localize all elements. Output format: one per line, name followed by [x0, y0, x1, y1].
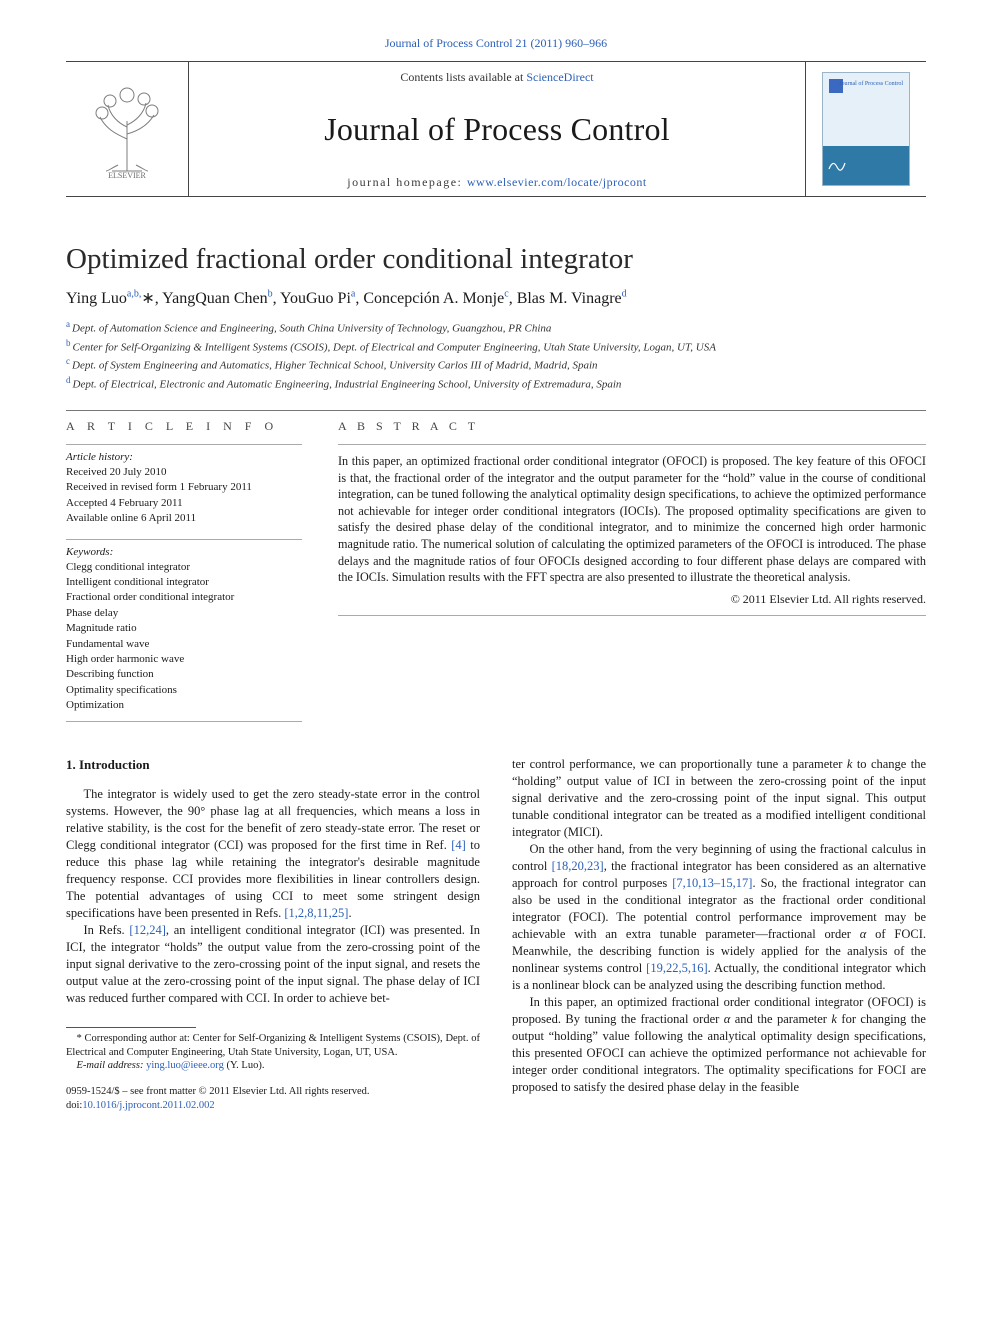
body-paragraph: On the other hand, from the very beginni… — [512, 841, 926, 994]
cover-wave-icon — [827, 155, 847, 175]
citation-link[interactable]: [7,10,13–15,17] — [672, 876, 752, 890]
keyword: Phase delay — [66, 606, 302, 621]
front-matter-line: 0959-1524/$ – see front matter © 2011 El… — [66, 1085, 480, 1099]
keyword: High order harmonic wave — [66, 652, 302, 667]
body-paragraph: In this paper, an optimized fractional o… — [512, 994, 926, 1096]
keywords-list: Clegg conditional integrator Intelligent… — [66, 560, 302, 714]
affiliation-d: dDept. of Electrical, Electronic and Aut… — [66, 374, 926, 393]
email-label: E-mail address: — [77, 1060, 147, 1071]
separator-rule — [66, 410, 926, 411]
affiliation-b: bCenter for Self-Organizing & Intelligen… — [66, 337, 926, 356]
abstract-heading: a b s t r a c t — [338, 419, 926, 434]
email-footnote: E-mail address: ying.luo@ieee.org (Y. Lu… — [66, 1059, 480, 1073]
author-1: Ying Luo — [66, 290, 127, 307]
journal-meta-center: Contents lists available at ScienceDirec… — [189, 62, 805, 196]
citation-link[interactable]: [1,2,8,11,25] — [284, 906, 348, 920]
journal-name: Journal of Process Control — [199, 111, 795, 148]
keyword: Describing function — [66, 667, 302, 682]
doi-label: doi: — [66, 1100, 82, 1111]
corresponding-author-footnote: * Corresponding author at: Center for Se… — [66, 1032, 480, 1059]
article-info-row: a r t i c l e i n f o Article history: R… — [66, 419, 926, 722]
cover-mini-title: Journal of Process Control — [839, 81, 903, 88]
keyword: Optimality specifications — [66, 683, 302, 698]
author-3: YouGuo Pi — [280, 290, 351, 307]
abstract-copyright: © 2011 Elsevier Ltd. All rights reserved… — [338, 592, 926, 607]
publisher-name: ELSEVIER — [108, 171, 146, 179]
keyword: Clegg conditional integrator — [66, 560, 302, 575]
body-paragraph: The integrator is widely used to get the… — [66, 786, 480, 922]
front-matter-block: 0959-1524/$ – see front matter © 2011 El… — [66, 1085, 480, 1112]
abstract-text: In this paper, an optimized fractional o… — [338, 444, 926, 586]
author-3-affil: a — [351, 289, 355, 300]
keyword: Optimization — [66, 698, 302, 713]
info-bottom-rule — [66, 721, 302, 722]
history-accepted: Accepted 4 February 2011 — [66, 496, 302, 511]
journal-cover-cell: Journal of Process Control — [805, 62, 926, 196]
body-two-column: 1. Introduction The integrator is widely… — [66, 756, 926, 1112]
citation-link[interactable]: [19,22,5,16] — [646, 961, 707, 975]
author-5-affil: d — [622, 289, 627, 300]
body-left-column: 1. Introduction The integrator is widely… — [66, 756, 480, 1112]
author-2: YangQuan Chen — [162, 290, 267, 307]
article-info-column: a r t i c l e i n f o Article history: R… — [66, 419, 302, 722]
keyword: Fractional order conditional integrator — [66, 590, 302, 605]
page: Journal of Process Control 21 (2011) 960… — [0, 0, 992, 1152]
homepage-url-link[interactable]: www.elsevier.com/locate/jprocont — [467, 175, 647, 189]
author-4: Concepción A. Monje — [363, 290, 504, 307]
author-list: Ying Luoa,b,∗, YangQuan Chenb, YouGuo Pi… — [66, 288, 926, 308]
doi-line: doi:10.1016/j.jprocont.2011.02.002 — [66, 1099, 480, 1113]
article-history: Received 20 July 2010 Received in revise… — [66, 465, 302, 527]
author-2-affil: b — [268, 289, 273, 300]
history-received: Received 20 July 2010 — [66, 465, 302, 480]
running-head-citation: Journal of Process Control 21 (2011) 960… — [66, 36, 926, 51]
sciencedirect-link[interactable]: ScienceDirect — [526, 70, 593, 84]
keywords-label: Keywords: — [66, 539, 302, 558]
body-right-column: ter control performance, we can proporti… — [512, 756, 926, 1112]
abstract-column: a b s t r a c t In this paper, an optimi… — [338, 419, 926, 722]
contents-available-line: Contents lists available at ScienceDirec… — [199, 70, 795, 85]
affiliations: aDept. of Automation Science and Enginee… — [66, 318, 926, 392]
keyword: Magnitude ratio — [66, 621, 302, 636]
article-title: Optimized fractional order conditional i… — [66, 243, 926, 276]
body-paragraph: In Refs. [12,24], an intelligent conditi… — [66, 922, 480, 1007]
journal-homepage-line: journal homepage: www.elsevier.com/locat… — [199, 175, 795, 190]
history-revised: Received in revised form 1 February 2011 — [66, 480, 302, 495]
author-1-corresponding-star-icon: ∗ — [141, 290, 154, 307]
abstract-bottom-rule — [338, 615, 926, 616]
email-link[interactable]: ying.luo@ieee.org — [146, 1060, 224, 1071]
citation-link[interactable]: [4] — [451, 838, 466, 852]
email-tail: (Y. Luo). — [224, 1060, 265, 1071]
article-info-heading: a r t i c l e i n f o — [66, 419, 302, 434]
keyword: Fundamental wave — [66, 637, 302, 652]
keyword: Intelligent conditional integrator — [66, 575, 302, 590]
publisher-logo-cell: ELSEVIER — [66, 62, 189, 196]
author-1-affil: a,b, — [127, 289, 141, 300]
section-1-heading: 1. Introduction — [66, 756, 480, 774]
author-4-affil: c — [504, 289, 508, 300]
footnote-rule — [66, 1027, 196, 1028]
body-paragraph: ter control performance, we can proporti… — [512, 756, 926, 841]
journal-cover-thumbnail-icon: Journal of Process Control — [822, 72, 910, 186]
homepage-label: journal homepage: — [347, 175, 467, 189]
article-history-label: Article history: — [66, 444, 302, 463]
affiliation-c: cDept. of System Engineering and Automat… — [66, 355, 926, 374]
journal-meta-box: ELSEVIER Contents lists available at Sci… — [66, 61, 926, 197]
citation-link[interactable]: [12,24] — [129, 923, 165, 937]
history-online: Available online 6 April 2011 — [66, 511, 302, 526]
doi-link[interactable]: 10.1016/j.jprocont.2011.02.002 — [82, 1100, 214, 1111]
affiliation-a: aDept. of Automation Science and Enginee… — [66, 318, 926, 337]
contents-prefix: Contents lists available at — [400, 70, 526, 84]
author-5: Blas M. Vinagre — [517, 290, 622, 307]
elsevier-tree-logo-icon: ELSEVIER — [88, 79, 166, 179]
citation-link[interactable]: [18,20,23] — [552, 859, 604, 873]
